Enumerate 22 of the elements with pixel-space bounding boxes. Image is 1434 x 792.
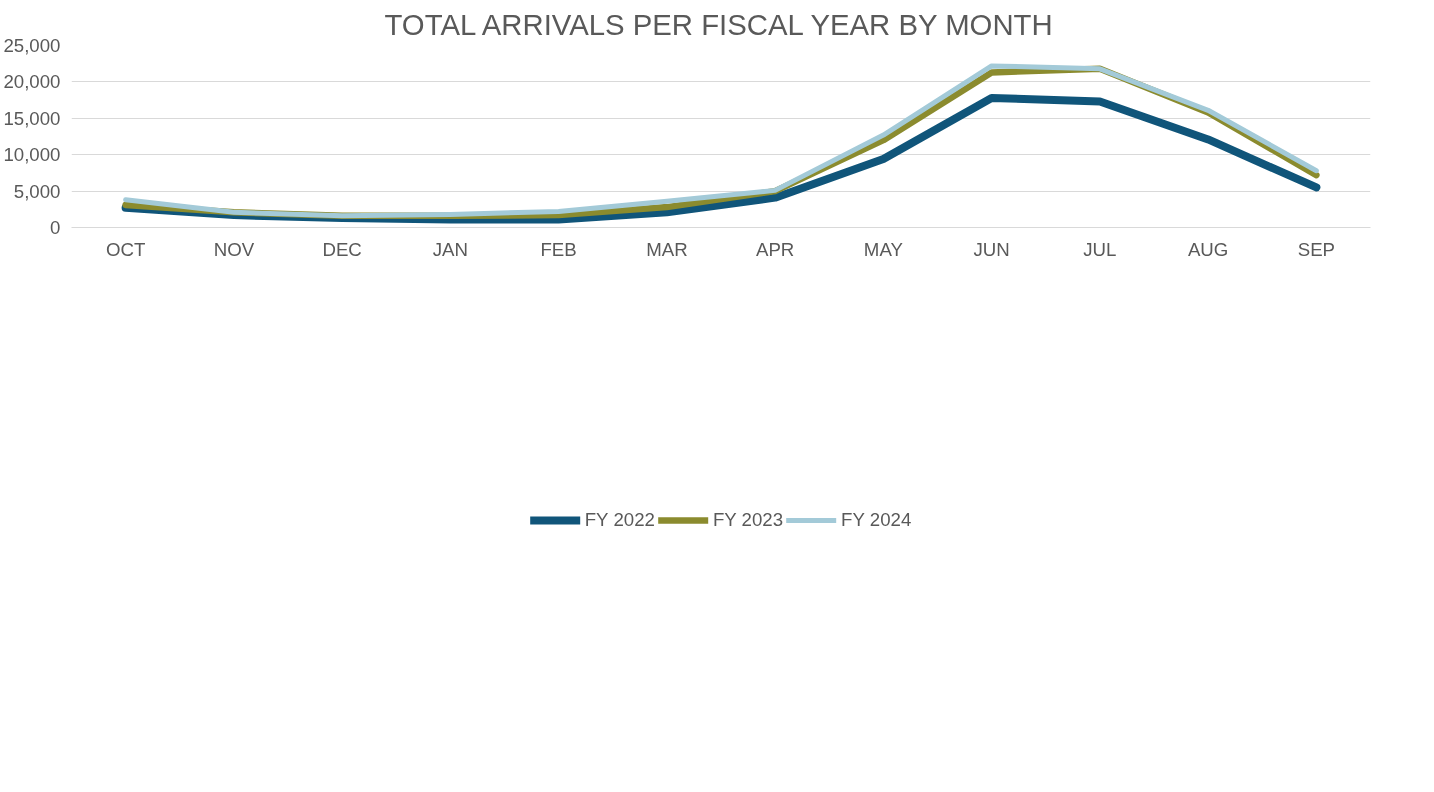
x-tick-label: DEC <box>322 238 362 260</box>
x-tick-label: OCT <box>105 238 146 260</box>
y-tick-label: 10,000 <box>3 144 61 166</box>
x-tick-label: AUG <box>1187 238 1229 260</box>
y-tick-label: 15,000 <box>3 107 61 129</box>
chart-title: TOTAL ARRIVALS PER FISCAL YEAR BY MONTH <box>384 7 1053 41</box>
y-tick-label: 5,000 <box>13 180 61 202</box>
x-tick-label: MAY <box>863 238 904 260</box>
x-tick-label: MAR <box>646 238 688 260</box>
x-tick-label: SEP <box>1297 238 1336 260</box>
y-tick-label: 20,000 <box>3 71 61 93</box>
y-tick-label: 0 <box>50 217 61 238</box>
y-tick-label: 25,000 <box>3 35 61 56</box>
x-tick-label: JUL <box>1083 238 1117 260</box>
x-tick-label: NOV <box>213 238 255 260</box>
x-tick-label: JUN <box>973 238 1010 260</box>
legend-label: FY 2022 <box>584 509 655 531</box>
x-tick-label: JAN <box>432 238 468 260</box>
legend-label: FY 2023 <box>712 509 784 531</box>
x-tick-label: FEB <box>540 238 577 260</box>
legend-label: FY 2024 <box>841 509 912 531</box>
x-tick-label: APR <box>755 238 795 260</box>
